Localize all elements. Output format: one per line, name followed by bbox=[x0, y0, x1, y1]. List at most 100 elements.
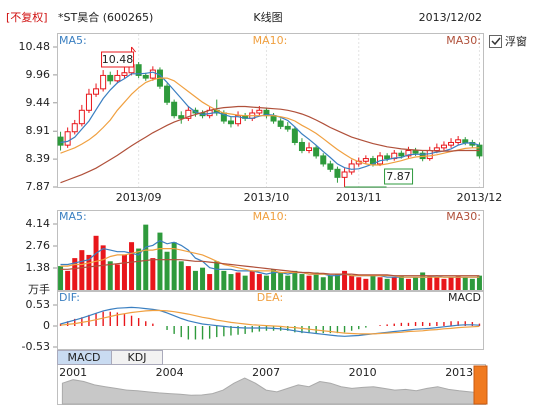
candle-body bbox=[78, 109, 85, 125]
adjust-toggle[interactable]: [不复权] bbox=[6, 10, 48, 24]
candle-body bbox=[334, 168, 341, 178]
candle-body bbox=[412, 150, 419, 154]
candle-body bbox=[341, 171, 348, 178]
candle-body bbox=[327, 163, 334, 170]
volume-bar bbox=[100, 245, 106, 290]
volume-bar bbox=[384, 278, 390, 290]
candle-body bbox=[93, 88, 100, 95]
annotation-box bbox=[384, 168, 414, 185]
candle-body bbox=[362, 158, 369, 162]
min-label: 7.87 bbox=[386, 170, 411, 183]
tab-kdj[interactable] bbox=[111, 350, 163, 365]
ma-line bbox=[60, 306, 480, 337]
legend-label: MA10: bbox=[253, 34, 288, 47]
candle-body bbox=[121, 72, 128, 76]
volume-bar bbox=[235, 272, 241, 290]
volume-bar bbox=[93, 235, 99, 290]
volume-bar bbox=[107, 261, 113, 290]
year-label: 2001 bbox=[59, 366, 87, 379]
volume-bar bbox=[86, 254, 92, 290]
year-label: 2007 bbox=[252, 366, 280, 379]
legend-label: MA5: bbox=[59, 34, 87, 47]
volume-bar bbox=[299, 274, 305, 290]
volume-bar bbox=[79, 250, 85, 290]
y-tick-label: 10.48 bbox=[19, 40, 51, 53]
overview-area bbox=[61, 377, 482, 405]
volume-bar bbox=[121, 254, 127, 290]
candle-body bbox=[284, 125, 291, 130]
volume-bar bbox=[185, 266, 191, 290]
volume-bar bbox=[249, 270, 255, 290]
volume-bar bbox=[228, 274, 234, 290]
candle-body bbox=[405, 150, 412, 157]
x-tick-label: 2013/11 bbox=[336, 191, 382, 204]
x-tick-label: 2013/12 bbox=[457, 191, 503, 204]
volume-bar bbox=[342, 270, 348, 290]
volume-bar bbox=[363, 278, 369, 290]
legend-label: DIF: bbox=[59, 291, 80, 304]
candle-body bbox=[71, 123, 78, 133]
legend-label: MA30: bbox=[446, 210, 481, 223]
volume-bar bbox=[313, 272, 319, 290]
legend-label: MACD bbox=[448, 291, 481, 304]
volume-bar bbox=[278, 272, 284, 290]
y-tick-label: 8.39 bbox=[26, 152, 51, 165]
volume-bar bbox=[129, 242, 135, 290]
candle-body bbox=[178, 115, 185, 119]
ma-line bbox=[60, 248, 480, 278]
tab-label[interactable]: MACD bbox=[68, 351, 101, 364]
year-label: 2010 bbox=[349, 366, 377, 379]
candle-body bbox=[348, 163, 355, 173]
y-tick-label: 0.53 bbox=[26, 298, 51, 311]
candle-body bbox=[462, 139, 469, 143]
candle-body bbox=[100, 74, 107, 90]
volume-bar bbox=[462, 277, 468, 290]
volume-bar bbox=[242, 275, 248, 290]
tab-label[interactable]: KDJ bbox=[128, 351, 147, 364]
volume-bar bbox=[448, 277, 454, 290]
ma-line bbox=[60, 77, 480, 166]
float-window-label[interactable]: 浮窗 bbox=[505, 34, 527, 48]
float-window-checkbox[interactable] bbox=[489, 35, 502, 48]
legend-label: MA10: bbox=[253, 210, 288, 223]
volume-bar bbox=[334, 274, 340, 290]
macd-panel bbox=[57, 291, 484, 350]
volume-bar bbox=[263, 275, 269, 290]
volume-bar bbox=[427, 275, 433, 290]
candle-body bbox=[426, 150, 433, 160]
volume-bar bbox=[292, 270, 298, 290]
candle-body bbox=[455, 139, 462, 143]
ma-line bbox=[60, 259, 480, 277]
candle-body bbox=[298, 141, 305, 152]
legend-label: MA5: bbox=[59, 210, 87, 223]
candle-body bbox=[256, 109, 263, 114]
stock-name: *ST昊合 (600265) bbox=[58, 10, 153, 24]
volume-bar bbox=[256, 274, 262, 290]
volume-bar bbox=[192, 270, 198, 290]
candle-body bbox=[142, 74, 149, 79]
volume-bar bbox=[356, 277, 362, 290]
candle-body bbox=[149, 69, 156, 79]
volume-bar bbox=[164, 251, 170, 290]
volume-bar bbox=[420, 272, 426, 290]
y-tick-label: 2.76 bbox=[26, 239, 51, 252]
volume-bar bbox=[65, 270, 71, 290]
max-label: 10.48 bbox=[102, 53, 134, 66]
ma-line bbox=[60, 309, 480, 335]
volume-bar bbox=[200, 267, 206, 290]
candle-body bbox=[135, 64, 142, 76]
year-label: 2013 bbox=[445, 366, 473, 379]
volume-bar bbox=[221, 270, 227, 290]
volume-bar bbox=[271, 269, 277, 290]
volume-bar bbox=[434, 277, 440, 290]
unit-label: 万手 bbox=[28, 282, 50, 296]
ma-line bbox=[60, 71, 480, 170]
x-tick-label: 2013/10 bbox=[244, 191, 290, 204]
legend-label: MA30: bbox=[446, 34, 481, 47]
chart-title: K线图 bbox=[253, 10, 282, 24]
range-handle[interactable] bbox=[473, 365, 488, 405]
volume-bar bbox=[370, 275, 376, 290]
year-label: 2004 bbox=[156, 366, 184, 379]
y-tick-label: 9.44 bbox=[26, 96, 51, 109]
candle-body bbox=[313, 147, 320, 157]
